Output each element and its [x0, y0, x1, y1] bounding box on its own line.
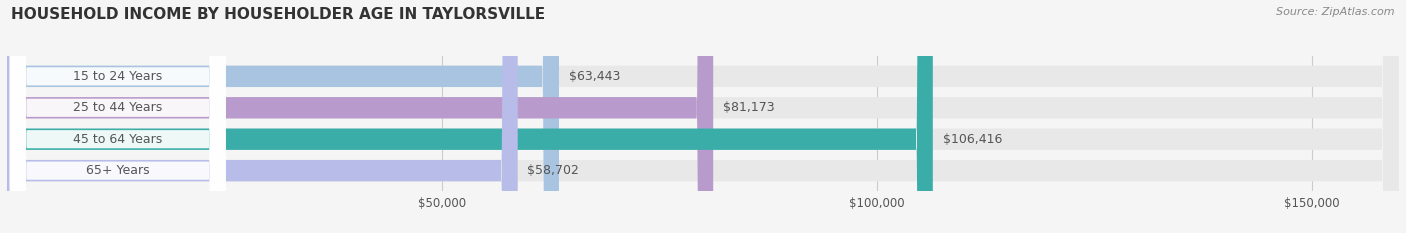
Text: Source: ZipAtlas.com: Source: ZipAtlas.com — [1277, 7, 1395, 17]
Text: $63,443: $63,443 — [568, 70, 620, 83]
FancyBboxPatch shape — [10, 0, 225, 233]
FancyBboxPatch shape — [7, 0, 1399, 233]
Text: 25 to 44 Years: 25 to 44 Years — [73, 101, 162, 114]
FancyBboxPatch shape — [7, 0, 1399, 233]
Text: 65+ Years: 65+ Years — [86, 164, 149, 177]
FancyBboxPatch shape — [10, 0, 225, 233]
FancyBboxPatch shape — [7, 0, 560, 233]
FancyBboxPatch shape — [10, 0, 225, 233]
Text: $81,173: $81,173 — [723, 101, 775, 114]
FancyBboxPatch shape — [7, 0, 713, 233]
FancyBboxPatch shape — [7, 0, 932, 233]
Text: 15 to 24 Years: 15 to 24 Years — [73, 70, 162, 83]
Text: $106,416: $106,416 — [942, 133, 1002, 146]
Text: HOUSEHOLD INCOME BY HOUSEHOLDER AGE IN TAYLORSVILLE: HOUSEHOLD INCOME BY HOUSEHOLDER AGE IN T… — [11, 7, 546, 22]
FancyBboxPatch shape — [7, 0, 517, 233]
Text: 45 to 64 Years: 45 to 64 Years — [73, 133, 162, 146]
FancyBboxPatch shape — [7, 0, 1399, 233]
FancyBboxPatch shape — [7, 0, 1399, 233]
Text: $58,702: $58,702 — [527, 164, 579, 177]
FancyBboxPatch shape — [10, 0, 225, 233]
